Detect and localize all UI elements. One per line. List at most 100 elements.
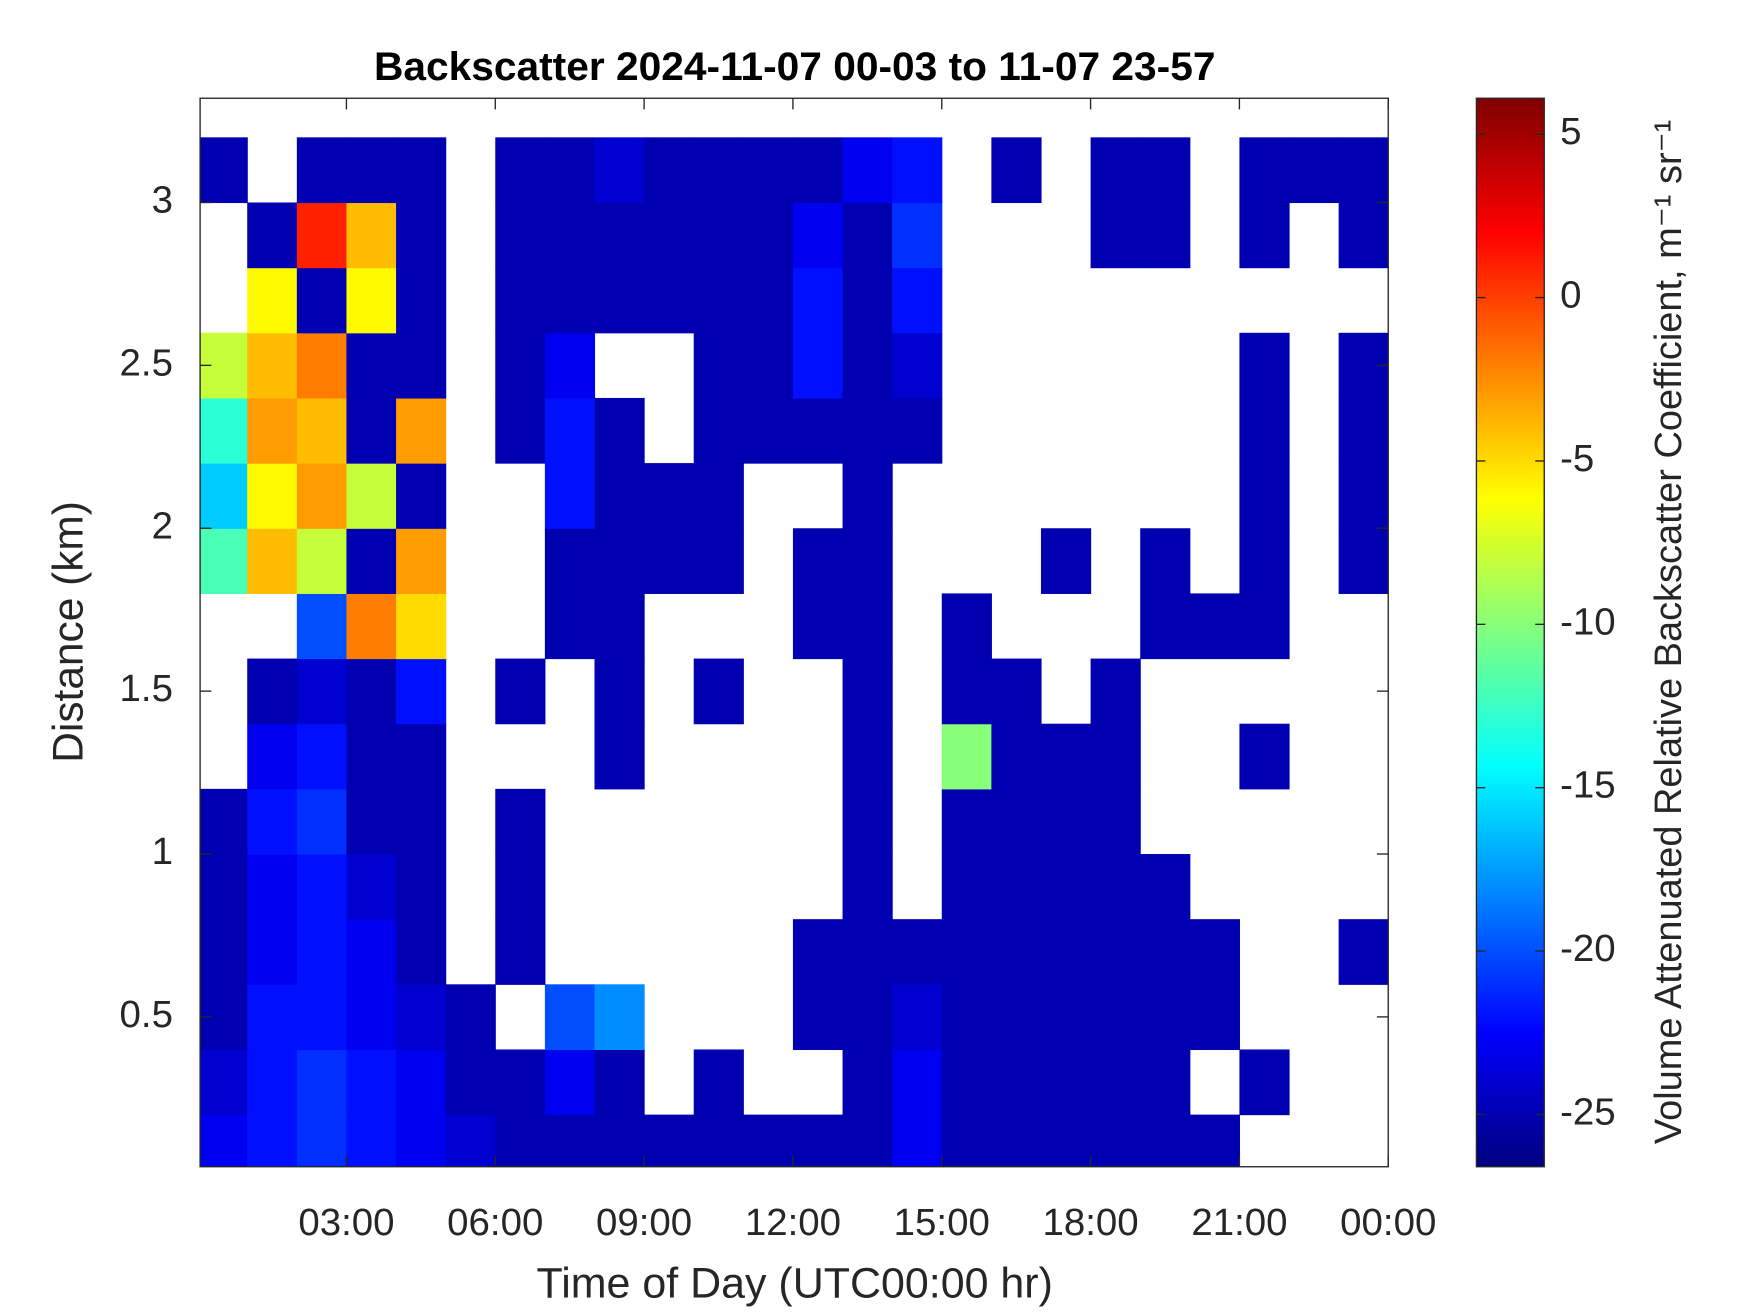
heatmap-cell — [1140, 1049, 1191, 1116]
heatmap-cell — [296, 854, 348, 920]
heatmap-cell — [743, 397, 794, 464]
heatmap-cell — [296, 332, 348, 399]
colorbar-label: Volume Attenuated Relative Backscatter C… — [1647, 120, 1690, 1144]
heatmap-cell — [346, 984, 397, 1051]
heatmap-cell — [495, 332, 546, 399]
x-tick-label: 09:00 — [596, 1201, 692, 1244]
heatmap-cell — [792, 984, 844, 1051]
heatmap-cell — [544, 984, 596, 1051]
heatmap-cell — [495, 397, 546, 464]
heatmap-cell — [396, 723, 447, 790]
heatmap-cell — [991, 788, 1042, 855]
heatmap-cell — [544, 1114, 596, 1167]
heatmap-cell — [1090, 202, 1141, 269]
heatmap-cell — [644, 267, 695, 334]
heatmap-cell — [941, 1114, 992, 1167]
heatmap-cell — [644, 463, 695, 529]
heatmap-cell — [200, 788, 248, 855]
heatmap-cell — [247, 1114, 298, 1167]
heatmap-cell — [1239, 463, 1290, 529]
heatmap-cell — [1239, 723, 1290, 790]
heatmap-cell — [991, 1114, 1042, 1167]
heatmap-cell — [1338, 137, 1389, 204]
colorbar-tick-label: 5 — [1560, 110, 1581, 153]
heatmap-cell — [743, 332, 794, 399]
heatmap-cell — [1140, 137, 1191, 204]
heatmap-cell — [544, 1049, 596, 1116]
heatmap-cell — [396, 984, 447, 1051]
heatmap-cell — [396, 1114, 447, 1167]
heatmap-cell — [247, 397, 298, 464]
heatmap-cell — [495, 202, 546, 269]
heatmap-cell — [445, 1049, 496, 1116]
heatmap-cell — [792, 202, 844, 269]
heatmap-cell — [693, 528, 744, 594]
x-tick-label: 00:00 — [1340, 1201, 1436, 1244]
heatmap-cell — [941, 1049, 992, 1116]
heatmap-cell — [495, 1114, 546, 1167]
x-tick-label: 06:00 — [447, 1201, 543, 1244]
heatmap-cell — [1140, 202, 1191, 269]
heatmap-cell — [1338, 397, 1389, 464]
heatmap-cell — [892, 984, 943, 1051]
heatmap-cell — [1239, 202, 1290, 269]
heatmap-cell — [346, 463, 397, 529]
heatmap-cell — [792, 919, 844, 985]
heatmap-cell — [247, 463, 298, 529]
heatmap-cell — [1090, 1114, 1141, 1167]
heatmap-cell — [644, 137, 695, 204]
heatmap — [200, 137, 1389, 1167]
colorbar — [1475, 97, 1545, 1168]
heatmap-cell — [200, 1049, 248, 1116]
heatmap-cell — [941, 984, 992, 1051]
heatmap-cell — [1140, 593, 1191, 660]
heatmap-cell — [296, 593, 348, 660]
heatmap-cell — [594, 984, 645, 1051]
heatmap-cell — [892, 1114, 943, 1167]
heatmap-cell — [544, 267, 596, 334]
heatmap-cell — [594, 397, 645, 464]
heatmap-cell — [892, 919, 943, 985]
heatmap-cell — [396, 788, 447, 855]
heatmap-cell — [594, 137, 645, 204]
heatmap-cell — [346, 593, 397, 660]
heatmap-cell — [892, 267, 943, 334]
heatmap-cell — [396, 528, 447, 594]
heatmap-cell — [544, 463, 596, 529]
heatmap-cell — [594, 1049, 645, 1116]
y-tick-label: 0.5 — [120, 993, 173, 1036]
colorbar-tick-label: -15 — [1560, 764, 1616, 807]
heatmap-cell — [1090, 919, 1141, 985]
heatmap-cell — [743, 202, 794, 269]
heatmap-cell — [346, 267, 397, 334]
heatmap-cell — [296, 919, 348, 985]
heatmap-cell — [842, 854, 893, 920]
heatmap-cell — [1040, 1114, 1092, 1167]
heatmap-cell — [842, 397, 893, 464]
heatmap-cell — [346, 137, 397, 204]
heatmap-cell — [594, 463, 645, 529]
heatmap-cell — [445, 1114, 496, 1167]
heatmap-cell — [296, 397, 348, 464]
heatmap-cell — [693, 1049, 744, 1116]
heatmap-cell — [396, 137, 447, 204]
heatmap-cell — [1140, 984, 1191, 1051]
heatmap-cell — [544, 528, 596, 594]
x-tick-label: 21:00 — [1191, 1201, 1287, 1244]
heatmap-cell — [743, 267, 794, 334]
colorbar-tick-label: -20 — [1560, 927, 1616, 970]
heatmap-cell — [693, 202, 744, 269]
heatmap-cell — [1040, 984, 1092, 1051]
heatmap-cell — [1140, 854, 1191, 920]
heatmap-cell — [1189, 1114, 1240, 1167]
heatmap-cell — [1090, 658, 1141, 725]
heatmap-cell — [1140, 919, 1191, 985]
heatmap-cell — [693, 1114, 744, 1167]
x-axis-label: Time of Day (UTC00:00 hr) — [537, 1260, 1053, 1308]
heatmap-cell — [544, 397, 596, 464]
heatmap-cell — [1338, 202, 1389, 269]
x-tick-label: 15:00 — [894, 1201, 990, 1244]
heatmap-cell — [346, 528, 397, 594]
heatmap-cell — [842, 332, 893, 399]
